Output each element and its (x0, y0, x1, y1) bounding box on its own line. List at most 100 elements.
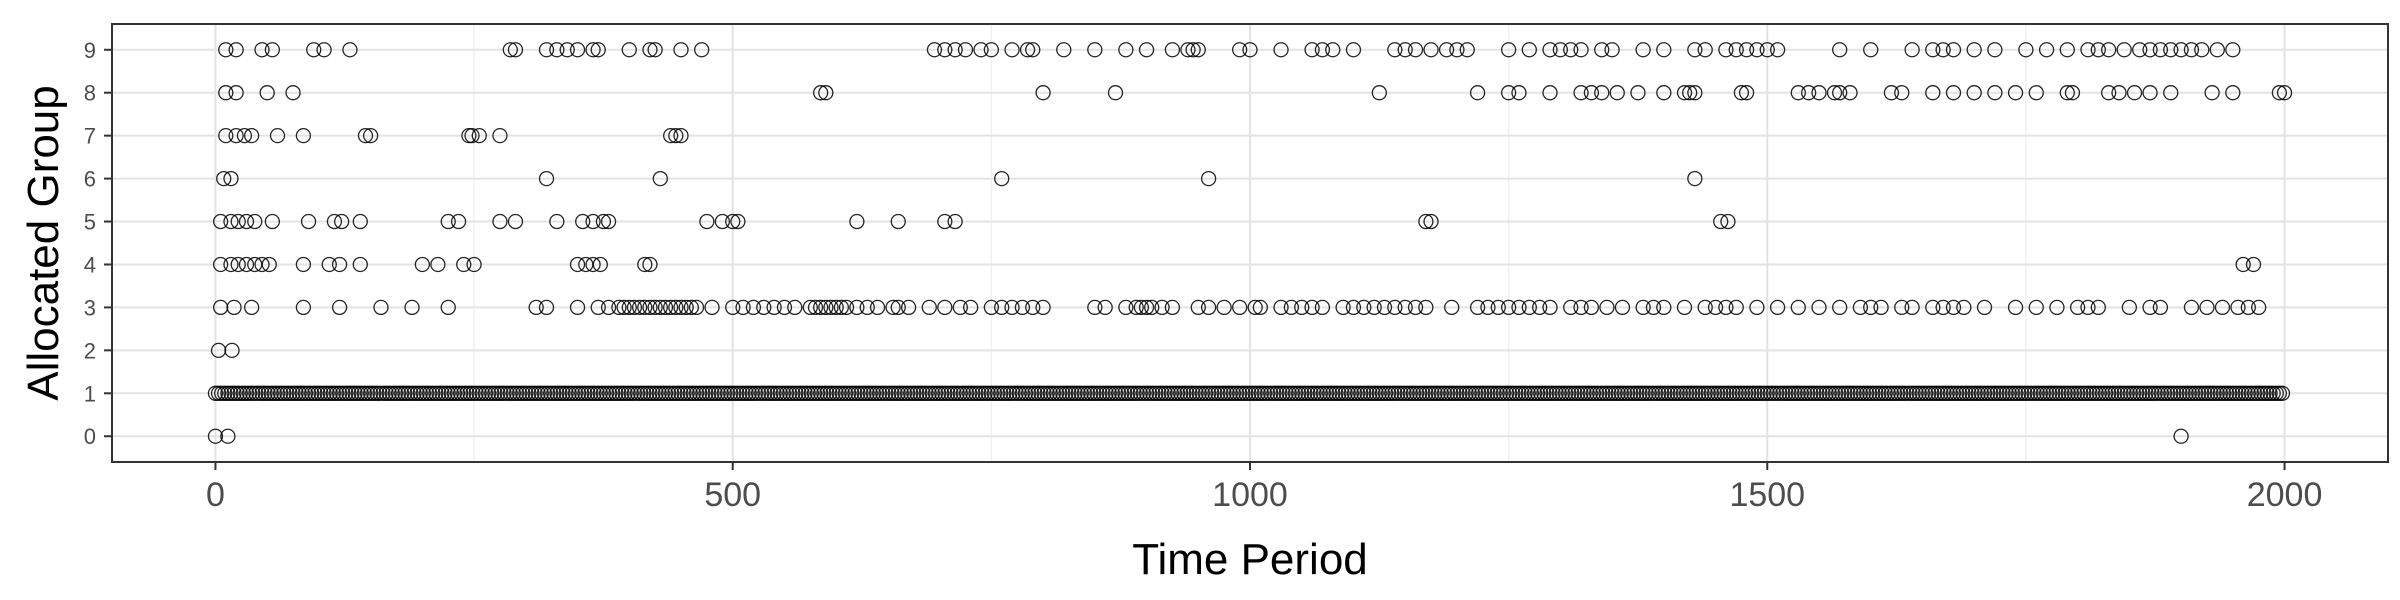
data-point (1005, 385, 1021, 401)
data-point (1076, 385, 1093, 401)
data-point (1925, 42, 1941, 58)
data-point (2228, 385, 2244, 401)
data-point (676, 385, 692, 401)
data-point (1790, 385, 1806, 401)
data-point (1514, 385, 1530, 401)
data-point (2026, 385, 2042, 401)
data-point (1784, 385, 1800, 401)
data-point (1610, 385, 1626, 401)
data-point (1908, 385, 1924, 401)
data-point (440, 299, 456, 316)
data-point (580, 385, 596, 401)
data-point (1894, 85, 1910, 101)
data-point (1594, 85, 1610, 101)
data-point (2169, 385, 2185, 401)
data-point (2132, 385, 2148, 401)
data-point (1759, 385, 1775, 401)
data-point (961, 385, 978, 401)
data-point (1846, 385, 1862, 401)
data-point (986, 385, 1003, 401)
data-point (530, 385, 546, 401)
data-point (813, 85, 829, 101)
data-point (1030, 385, 1046, 401)
data-point (1863, 299, 1879, 316)
data-point (1039, 385, 1055, 401)
data-point (1818, 385, 1834, 401)
data-point (2138, 385, 2154, 401)
data-point (1902, 385, 1918, 401)
data-point (2051, 385, 2067, 401)
data-point (856, 385, 872, 401)
data-point (285, 385, 301, 401)
data-point (1474, 385, 1490, 401)
data-point (1225, 385, 1242, 401)
data-point (1107, 385, 1124, 401)
data-point (1720, 213, 1736, 230)
data-point (214, 385, 230, 401)
data-point (1563, 42, 1579, 58)
data-point (741, 385, 757, 401)
data-point (1343, 385, 1360, 401)
data-point (1700, 385, 1716, 401)
data-point (1374, 385, 1391, 401)
data-point (707, 385, 723, 401)
data-point (1585, 385, 1602, 401)
data-point (1232, 42, 1248, 58)
data-point (1995, 385, 2011, 401)
data-point (691, 385, 708, 401)
data-point (549, 42, 565, 58)
data-point (1904, 42, 1920, 58)
data-point (1601, 385, 1617, 401)
y-tick-label: 3 (84, 295, 96, 320)
data-point (1322, 385, 1338, 401)
data-point (1045, 385, 1062, 401)
data-point (1899, 385, 1915, 401)
data-point (694, 42, 710, 58)
data-point (1222, 385, 1238, 401)
data-point (809, 385, 826, 401)
data-point (654, 385, 671, 401)
data-point (1405, 385, 1422, 401)
data-point (575, 213, 591, 230)
data-point (2090, 299, 2106, 316)
data-point (763, 385, 779, 401)
data-point (744, 385, 761, 401)
data-point (1855, 385, 1872, 401)
data-point (220, 385, 236, 401)
data-point (1697, 42, 1713, 58)
data-point (1638, 385, 1654, 401)
data-point (2173, 428, 2189, 444)
data-point (1803, 385, 1819, 401)
data-point (352, 213, 368, 230)
data-point (2156, 385, 2173, 401)
data-point (617, 385, 633, 401)
data-point (673, 127, 689, 144)
data-point (757, 385, 773, 401)
data-point (1629, 385, 1645, 401)
data-point (2042, 385, 2058, 401)
data-point (1190, 299, 1206, 316)
data-point (1738, 85, 1755, 101)
data-point (418, 385, 435, 401)
data-point (1011, 385, 1027, 401)
data-point (1635, 299, 1651, 316)
data-point (1449, 42, 1465, 58)
data-point (1502, 385, 1518, 401)
data-point (695, 385, 711, 401)
data-point (465, 385, 481, 401)
data-point (1055, 385, 1071, 401)
data-point (1035, 299, 1051, 316)
data-point (1966, 42, 1982, 58)
data-point (2152, 42, 2169, 58)
data-point (2212, 385, 2229, 401)
data-point (1024, 385, 1040, 401)
data-point (350, 385, 366, 401)
data-point (331, 299, 348, 316)
data-point (1064, 385, 1080, 401)
data-point (1035, 85, 1051, 101)
data-point (1469, 85, 1486, 101)
data-point (384, 385, 401, 401)
data-point (238, 256, 255, 273)
data-point (471, 127, 487, 144)
